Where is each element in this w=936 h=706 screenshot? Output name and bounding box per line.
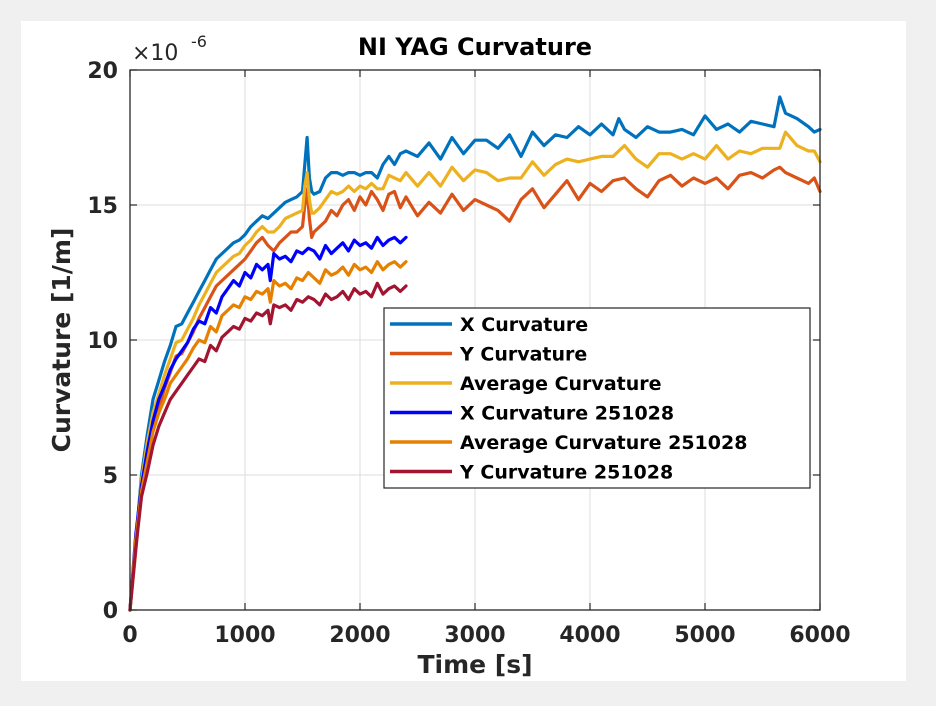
series-line-6 — [128, 281, 408, 612]
x-tick-label: 3000 — [444, 623, 505, 648]
y-tick-label: 20 — [87, 59, 118, 84]
x-tick-label: 0 — [122, 623, 137, 648]
y-exponent-base: ×10 — [132, 41, 178, 66]
x-tick-label: 2000 — [329, 623, 390, 648]
x-tick-label: 5000 — [674, 623, 735, 648]
y-exponent-power: -6 — [191, 32, 207, 51]
x-tick-label: 6000 — [789, 623, 850, 648]
y-tick-label: 15 — [87, 194, 118, 219]
legend-label-3: Average Curvature — [460, 373, 662, 395]
legend-label-4: X Curvature 251028 — [460, 403, 674, 425]
chart-title: NI YAG Curvature — [358, 33, 592, 61]
legend-label-5: Average Curvature 251028 — [460, 432, 747, 454]
legend-label-1: X Curvature — [460, 314, 588, 336]
legend-box — [383, 307, 811, 489]
y-tick-label: 0 — [103, 599, 118, 624]
x-tick-label: 1000 — [214, 623, 275, 648]
x-axis-label: Time [s] — [417, 650, 532, 679]
series-line-2 — [128, 165, 822, 612]
series-group — [128, 95, 822, 612]
series-line-5 — [128, 260, 408, 612]
y-axis-label: Curvature [1/m] — [47, 228, 76, 453]
series-line-1 — [128, 95, 822, 612]
legend-label-6: Y Curvature 251028 — [459, 462, 673, 484]
series-line-3 — [128, 130, 822, 612]
legend: X Curvature Y Curvature Average Curvature X… — [383, 307, 811, 489]
ticks — [129, 69, 821, 611]
legend-label-2: Y Curvature — [459, 344, 587, 366]
series-line-4 — [128, 235, 408, 612]
y-tick-label: 10 — [87, 329, 118, 354]
y-tick-label: 5 — [103, 464, 118, 489]
x-tick-label: 4000 — [559, 623, 620, 648]
tick-labels: 0 1000 2000 3000 4000 5000 6000 0 5 10 15 20 — [87, 59, 850, 648]
